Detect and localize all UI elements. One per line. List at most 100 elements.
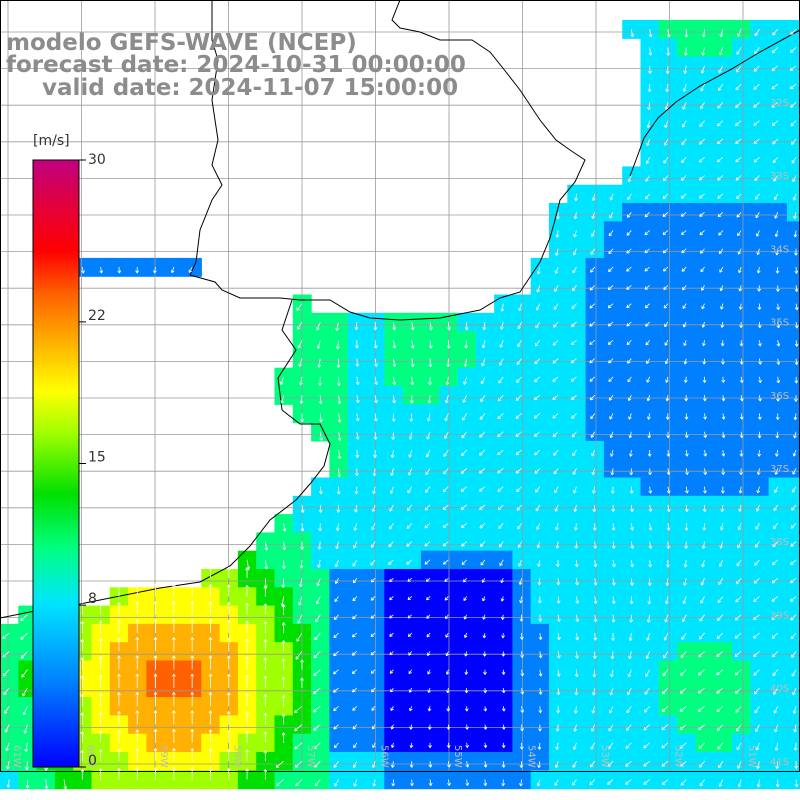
wind-arrow [98, 693, 103, 707]
wind-arrow [537, 761, 541, 769]
longitude-label: 58W [232, 745, 243, 768]
wind-arrow [792, 449, 797, 457]
wind-arrow [388, 523, 394, 530]
wind-cell [311, 605, 330, 625]
wind-arrow [153, 728, 158, 743]
wind-cell [311, 587, 330, 607]
wind-arrow [263, 694, 268, 707]
wind-arrow [683, 65, 688, 74]
wind-arrow [370, 632, 376, 637]
wind-cell [384, 660, 404, 680]
wind-arrow [373, 321, 378, 331]
wind-arrow [354, 486, 359, 495]
wind-arrow [757, 285, 761, 292]
wind-arrow [717, 742, 724, 750]
wind-arrow [590, 266, 596, 273]
wind-arrow [264, 541, 269, 551]
wind-arrow [3, 687, 10, 696]
wind-cell [732, 605, 751, 625]
wind-cell [677, 715, 696, 735]
wind-arrow [555, 541, 560, 549]
wind-arrow [775, 431, 780, 439]
wind-arrow [772, 541, 779, 548]
wind-arrow [538, 706, 543, 714]
wind-cell [640, 221, 660, 241]
wind-arrow [153, 710, 158, 725]
wind-cell [677, 257, 696, 277]
wind-arrow [793, 724, 797, 733]
wind-arrow [681, 156, 687, 163]
wind-arrow [135, 655, 140, 670]
wind-cell [274, 660, 294, 680]
wind-cell [329, 623, 349, 643]
wind-arrow [444, 577, 449, 583]
wind-arrow [663, 138, 669, 146]
wind-cell [420, 569, 440, 588]
wind-cell [347, 569, 367, 588]
wind-cell [420, 440, 440, 460]
wind-arrow [754, 175, 760, 182]
wind-arrow [517, 523, 522, 530]
wind-arrow [171, 767, 176, 780]
wind-cell [640, 276, 660, 296]
wind-cell [128, 660, 147, 680]
wind-arrow [98, 730, 103, 743]
wind-cell [603, 203, 623, 222]
wind-arrow [4, 724, 10, 733]
wind-arrow [373, 413, 378, 422]
wind-arrow [315, 596, 321, 605]
wind-arrow [23, 724, 28, 734]
wind-arrow [793, 431, 797, 439]
wind-arrow [645, 175, 650, 182]
wind-arrow [661, 687, 669, 695]
wind-cell [329, 733, 349, 753]
wind-arrow [500, 577, 504, 584]
wind-arrow [390, 706, 394, 711]
wind-arrow [446, 706, 451, 712]
wind-arrow [517, 340, 522, 348]
wind-arrow [352, 705, 358, 711]
wind-arrow [297, 614, 303, 624]
wind-arrow [775, 761, 780, 770]
wind-cell [622, 294, 642, 314]
wind-cell [622, 367, 642, 387]
wind-arrow [463, 577, 467, 583]
wind-arrow [352, 577, 358, 584]
wind-arrow [519, 596, 523, 604]
wind-arrow [534, 449, 541, 456]
wind-arrow [355, 413, 360, 422]
wind-arrow [294, 724, 303, 732]
wind-cell [109, 715, 129, 735]
wind-cell [128, 642, 147, 662]
wind-cell [732, 569, 751, 588]
wind-arrow [483, 669, 487, 675]
longitude-labels: 61W 60W 59W 58W 57W 56W 55W 54W 53W 52W 51W [11, 745, 757, 768]
wind-arrow [298, 376, 303, 386]
wind-arrow [352, 724, 358, 730]
wind-arrow [337, 376, 341, 387]
wind-arrow [718, 248, 724, 255]
wind-arrow [98, 768, 103, 780]
wind-arrow [572, 468, 577, 475]
wind-arrow [646, 395, 651, 402]
wind-arrow [464, 651, 468, 657]
wind-cell [732, 587, 751, 607]
wind-arrow [556, 559, 560, 568]
wind-cell [658, 276, 678, 296]
wind-arrow [536, 266, 541, 275]
wind-cell [786, 569, 800, 588]
wind-cell [732, 166, 751, 186]
wind-arrow [552, 376, 559, 382]
wind-cell [713, 221, 733, 241]
wind-arrow [445, 614, 449, 620]
wind-arrow [516, 376, 522, 383]
wind-arrow [555, 724, 560, 732]
wind-arrow [281, 676, 286, 688]
wind-cell [146, 697, 166, 716]
wind-cell [677, 221, 696, 241]
wind-arrow [570, 339, 577, 346]
wind-arrow [408, 431, 413, 440]
wind-arrow [409, 742, 414, 749]
wind-arrow [753, 65, 760, 72]
